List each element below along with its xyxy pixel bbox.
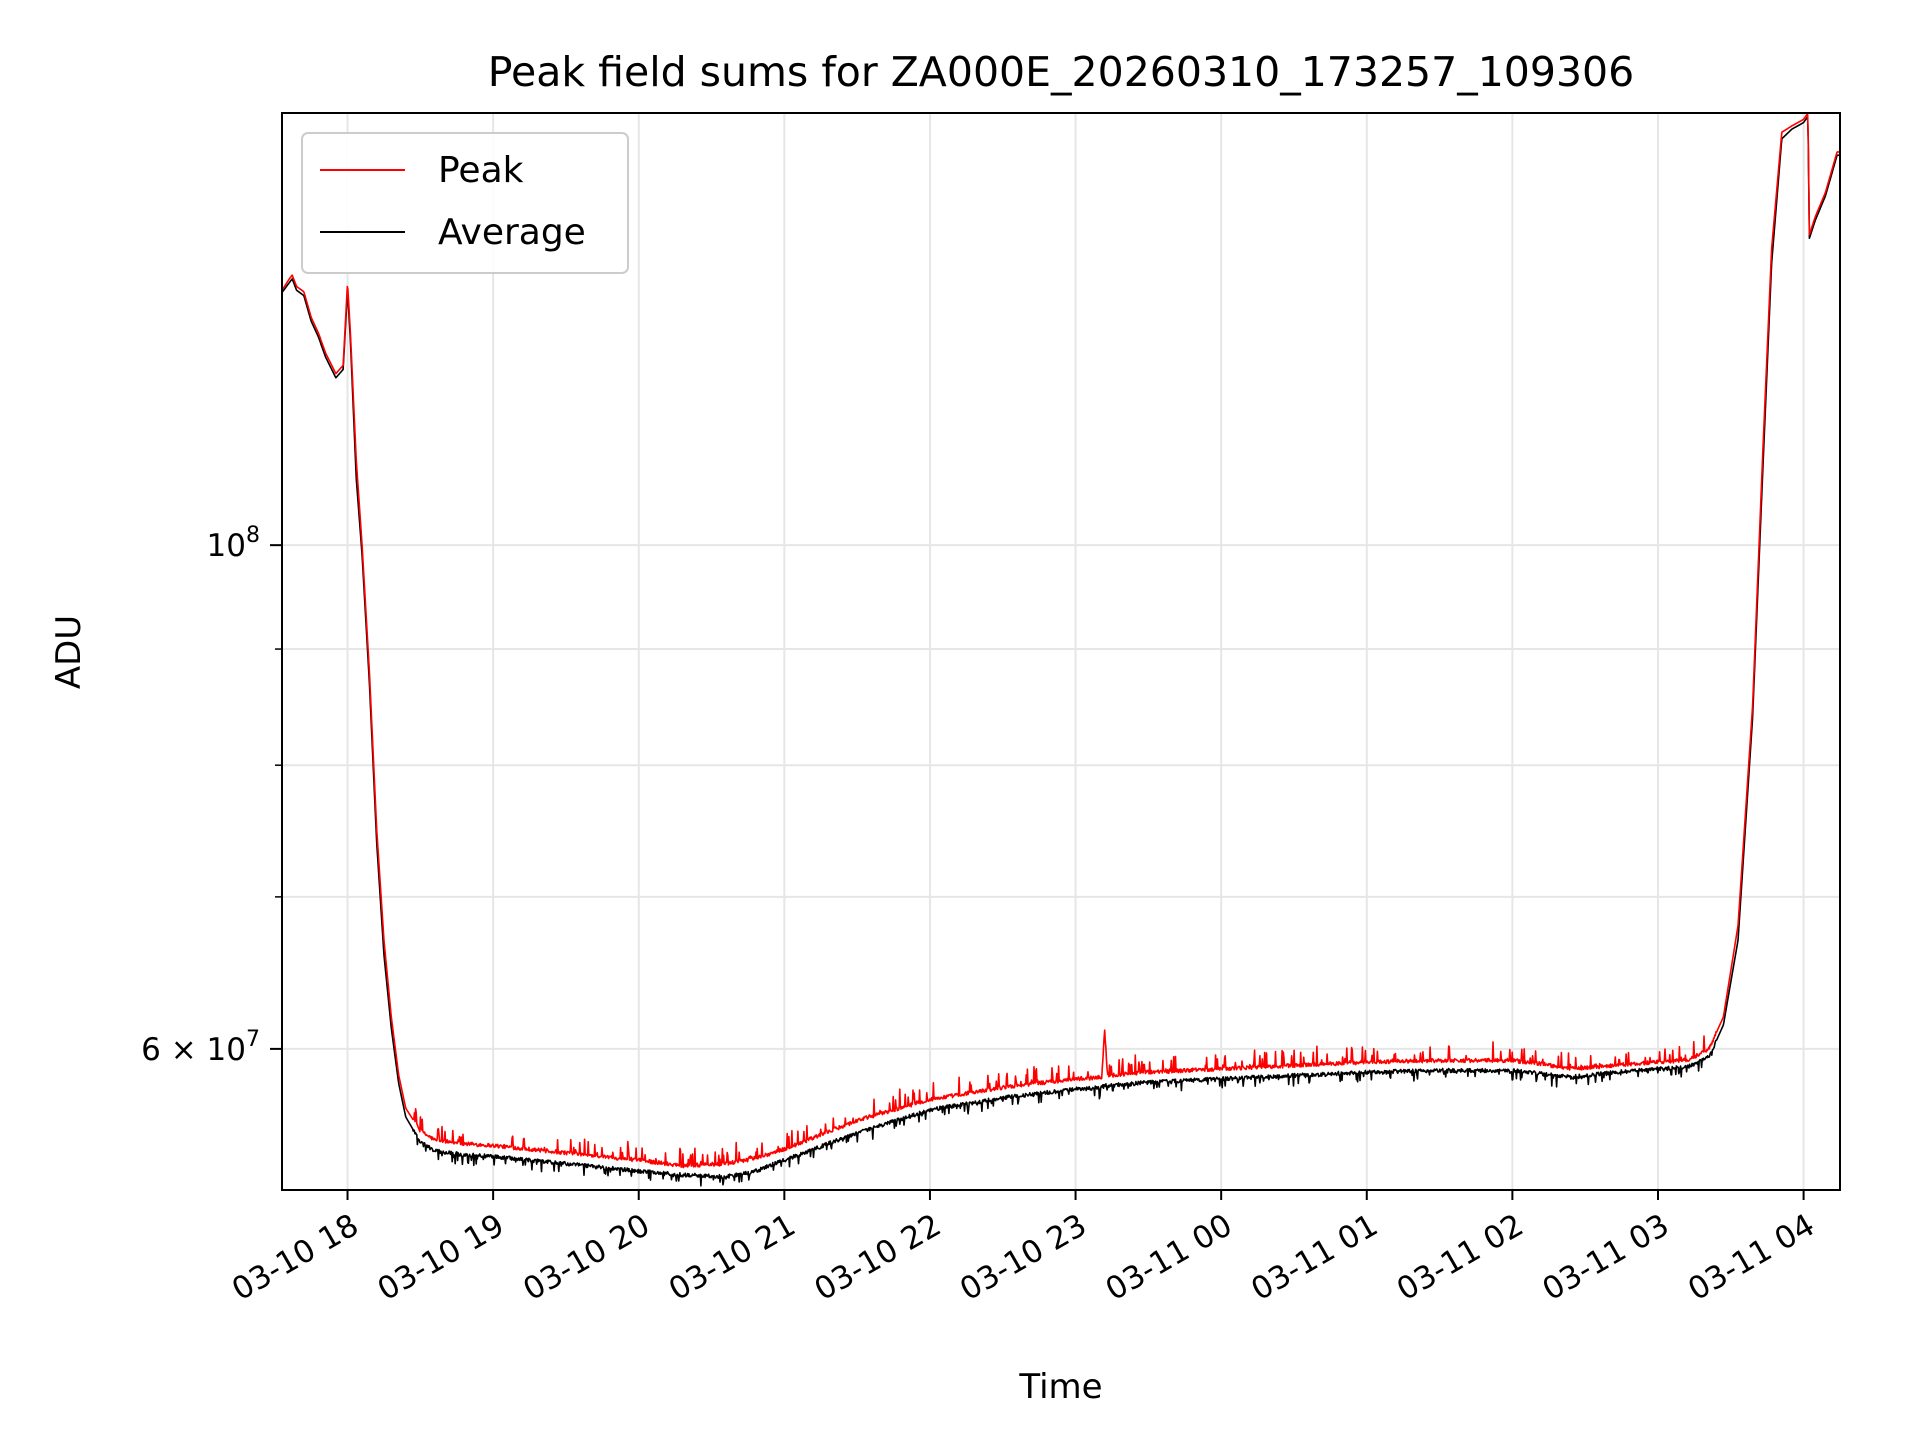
y-axis: 108 6 × 107 [141,523,282,1068]
series-line-average [282,115,1840,1187]
legend-label-average: Average [438,212,586,253]
plot-area [282,113,1840,1187]
grid [282,113,1840,1190]
y-tick-label: 6 × 107 [141,1027,260,1068]
x-axis-label: Time [1018,1367,1102,1407]
series-line-peak [282,113,1840,1169]
plot-frame [281,112,1841,1191]
series-layer [282,113,1840,1187]
y-tick-label: 108 [207,523,260,564]
chart-title: Peak field sums for ZA000E_20260310_1732… [488,48,1634,96]
legend-box [301,132,629,274]
legend: Peak Average [301,132,629,274]
legend-label-peak: Peak [438,150,524,191]
y-axis-label: ADU [49,615,89,689]
